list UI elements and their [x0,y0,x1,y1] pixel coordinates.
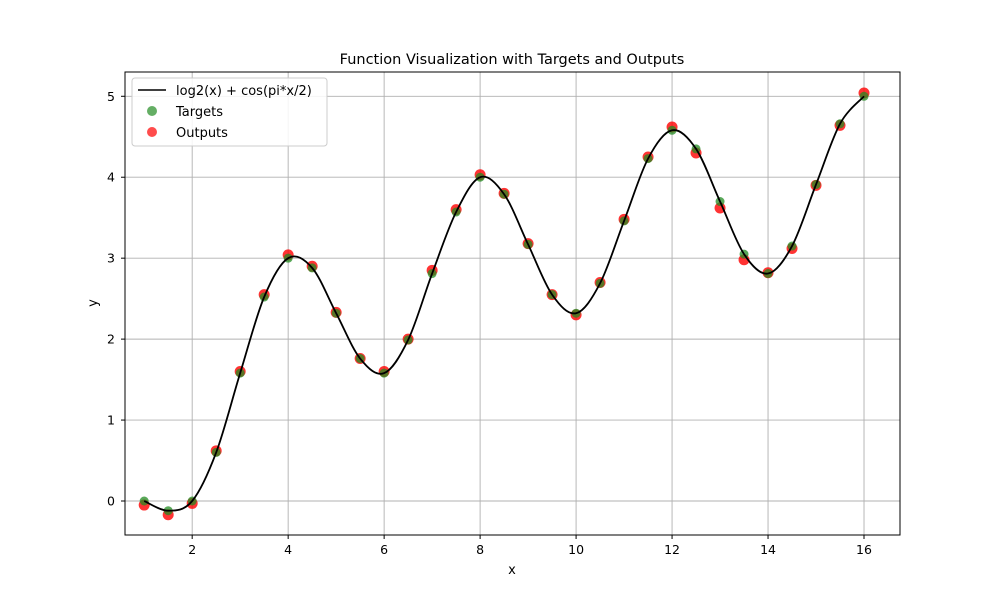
legend-function-label: log2(x) + cos(pi*x/2) [176,84,312,99]
function-line-group [143,95,865,512]
y-tick-label: 1 [107,413,115,428]
x-tick-label: 10 [568,542,584,557]
x-tick-label: 14 [760,542,776,557]
legend-targets-label: Targets [175,105,223,120]
target-point [139,496,149,506]
chart-title: Function Visualization with Targets and … [340,52,685,68]
x-tick-label: 16 [856,542,872,557]
legend-outputs-label: Outputs [176,126,228,141]
y-tick-label: 3 [107,251,115,266]
legend-outputs-swatch [147,127,157,137]
y-tick-label: 0 [107,494,115,509]
x-tick-label: 2 [188,542,196,557]
x-tick-label: 6 [380,542,388,557]
x-tick-label: 12 [664,542,680,557]
x-tick-label: 8 [476,542,484,557]
y-axis-label: y [86,299,101,307]
legend-targets-swatch [147,106,157,116]
x-tick-label: 4 [284,542,292,557]
plot-frame [124,71,901,536]
outputs-scatter [138,87,870,521]
y-tick-label: 4 [107,170,115,185]
grid-lines [125,72,900,535]
legend-box [131,77,328,147]
y-tick-label: 2 [107,332,115,347]
function-line [143,95,865,512]
legend: log2(x) + cos(pi*x/2) Targets Outputs [131,77,328,147]
targets-scatter [139,91,869,516]
x-axis-label: x [508,563,516,578]
output-point [714,202,726,214]
y-tick-label: 5 [107,89,115,104]
